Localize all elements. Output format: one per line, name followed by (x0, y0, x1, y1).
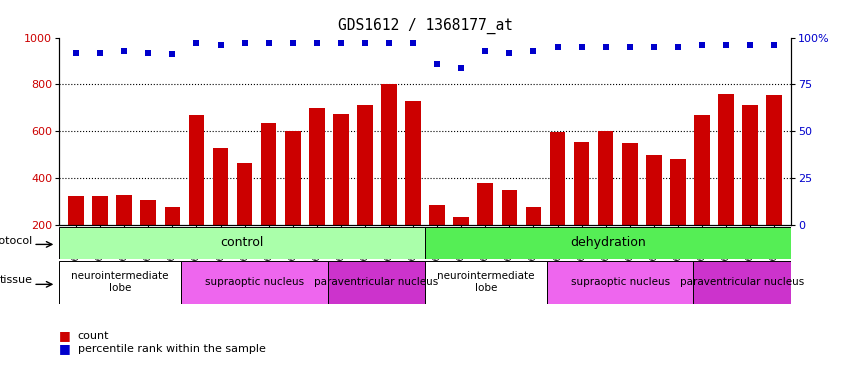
Point (358, 40, 371, 46)
Bar (425, 261, 547, 304)
Bar (622, 143, 638, 272)
Point (671, 44, 684, 50)
Bar (92, 196, 108, 272)
Point (166, 51, 179, 57)
Bar (261, 123, 277, 272)
Point (503, 50, 516, 55)
Bar (694, 115, 710, 272)
Bar (429, 205, 445, 272)
Bar (59, 261, 181, 304)
Point (719, 42, 733, 48)
Bar (550, 132, 565, 272)
Text: dehydration: dehydration (570, 236, 646, 249)
Bar (117, 195, 132, 272)
Bar (140, 200, 157, 272)
Point (454, 64, 468, 70)
Bar (309, 108, 325, 272)
Bar (477, 183, 493, 272)
Text: ■: ■ (59, 329, 71, 342)
Point (93, 50, 107, 55)
Bar (189, 115, 204, 272)
Point (695, 42, 709, 48)
Point (647, 44, 661, 50)
Text: ■: ■ (59, 342, 71, 355)
Bar (670, 159, 686, 272)
Bar (598, 131, 613, 272)
Point (286, 40, 299, 46)
Point (574, 44, 588, 50)
Point (310, 40, 323, 46)
Point (551, 44, 564, 50)
Point (431, 61, 444, 67)
Point (238, 40, 251, 46)
Bar (694, 261, 791, 304)
Point (334, 40, 348, 46)
Bar (502, 190, 517, 272)
Text: protocol: protocol (0, 236, 33, 246)
Point (69, 50, 83, 55)
Bar (327, 261, 425, 304)
Point (479, 48, 492, 54)
Point (262, 40, 276, 46)
Point (190, 40, 203, 46)
Bar (164, 207, 180, 272)
Point (744, 42, 757, 48)
Bar (425, 227, 791, 259)
Text: GDS1612 / 1368177_at: GDS1612 / 1368177_at (338, 18, 513, 34)
Bar (181, 261, 327, 304)
Point (623, 44, 636, 50)
Bar (237, 163, 252, 272)
Bar (718, 94, 733, 272)
Point (141, 50, 155, 55)
Bar (766, 95, 782, 272)
Text: neurointermediate
lobe: neurointermediate lobe (71, 272, 169, 293)
Point (599, 44, 613, 50)
Point (767, 42, 781, 48)
Bar (285, 131, 300, 272)
Point (382, 40, 396, 46)
Text: supraoptic nucleus: supraoptic nucleus (205, 277, 304, 287)
Bar (525, 207, 541, 272)
Text: paraventricular nucleus: paraventricular nucleus (680, 277, 805, 287)
Text: neurointermediate
lobe: neurointermediate lobe (437, 272, 535, 293)
Text: count: count (78, 331, 109, 340)
Point (527, 48, 541, 54)
Bar (212, 148, 228, 272)
Text: percentile rank within the sample: percentile rank within the sample (78, 344, 266, 354)
Bar (574, 142, 590, 272)
Bar (69, 196, 84, 272)
Bar (382, 84, 397, 272)
Text: tissue: tissue (0, 275, 33, 285)
Point (406, 40, 420, 46)
Bar (453, 217, 469, 272)
Bar (405, 101, 421, 272)
Text: paraventricular nucleus: paraventricular nucleus (314, 277, 438, 287)
Point (214, 42, 228, 48)
Bar (646, 154, 662, 272)
Bar (547, 261, 694, 304)
Point (118, 48, 131, 54)
Bar (357, 105, 373, 272)
Bar (333, 114, 349, 272)
Text: supraoptic nucleus: supraoptic nucleus (571, 277, 670, 287)
Bar (742, 105, 758, 272)
Bar (59, 227, 425, 259)
Text: control: control (221, 236, 264, 249)
